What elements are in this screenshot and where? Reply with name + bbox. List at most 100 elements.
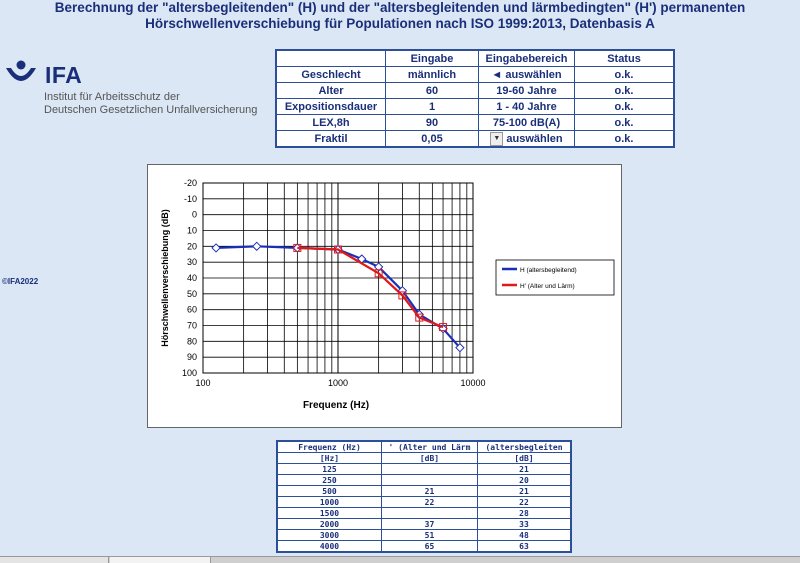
y-tick-label: 20 — [187, 241, 197, 251]
output-cell: 21 — [477, 463, 572, 475]
input-header-label — [275, 49, 386, 67]
y-axis-ticks: -20 -10 0 10 20 30 40 50 60 70 80 90 100 — [182, 178, 197, 378]
output-cell: 1500 — [276, 507, 382, 519]
input-header-row: Eingabe Eingabebereich Status — [275, 49, 675, 67]
output-cell: 500 — [276, 485, 382, 497]
data-point-h-prime — [374, 269, 383, 278]
input-row-lex: LEX,8h 90 75-100 dB(A) o.k. — [275, 114, 675, 131]
output-cell: 2000 — [276, 518, 382, 530]
data-point-h-prime — [293, 243, 302, 252]
output-cell: 20 — [477, 474, 572, 486]
output-header-row: Frequenz (Hz) ' (Alter und Lärm (altersb… — [276, 440, 572, 453]
input-row-expositionsdauer: Expositionsdauer 1 1 - 40 Jahre o.k. — [275, 98, 675, 115]
input-row-alter: Alter 60 19-60 Jahre o.k. — [275, 82, 675, 99]
x-tick-label: 1000 — [328, 378, 348, 388]
y-tick-label: 10 — [187, 226, 197, 236]
x-tick-label: 10000 — [460, 378, 485, 388]
output-row: 1000 22 22 — [276, 496, 572, 508]
y-tick-label: 0 — [192, 210, 197, 220]
x-tick-label: 100 — [195, 378, 210, 388]
input-label: Alter — [275, 82, 386, 99]
output-row: 500 21 21 — [276, 485, 572, 497]
y-tick-label: 50 — [187, 289, 197, 299]
output-row: 3000 51 48 — [276, 529, 572, 541]
input-header-status: Status — [574, 49, 675, 67]
output-cell — [381, 507, 478, 519]
output-cell: 3000 — [276, 529, 382, 541]
institute-line-2: Deutschen Gesetzlichen Unfallversicherun… — [44, 104, 258, 116]
input-label: Fraktil — [275, 130, 386, 148]
output-unit: [Hz] — [276, 452, 382, 464]
input-status: o.k. — [574, 114, 675, 131]
output-cell: 250 — [276, 474, 382, 486]
output-row: 4000 65 63 — [276, 540, 572, 553]
gender-select[interactable]: männlich — [385, 66, 479, 83]
output-row: 125 21 — [276, 463, 572, 475]
y-tick-label: -10 — [184, 194, 197, 204]
input-row-geschlecht: Geschlecht männlich ◄ auswählen o.k. — [275, 66, 675, 83]
fraktil-select[interactable]: 0,05 — [385, 130, 479, 148]
output-header-freq: Frequenz (Hz) — [276, 440, 382, 453]
logo-name: IFA — [45, 62, 83, 88]
legend-label-h-prime: H' (Alter und Lärm) — [520, 283, 575, 290]
ifa-logo-icon — [6, 60, 36, 81]
sheet-tab[interactable] — [0, 557, 109, 563]
output-cell: 21 — [477, 485, 572, 497]
y-tick-label: 100 — [182, 368, 197, 378]
output-cell: 28 — [477, 507, 572, 519]
x-axis-ticks: 100 1000 10000 — [195, 378, 485, 388]
y-tick-label: 70 — [187, 321, 197, 331]
output-cell: 1000 — [276, 496, 382, 508]
sheet-tab-active[interactable] — [110, 557, 211, 563]
output-rows: 125 21 250 20 500 21 21 1000 22 22 1500 28 2000 37 33 3… — [276, 463, 572, 553]
title-line-2: Hörschwellenverschiebung für Populatione… — [145, 16, 655, 31]
output-units-row: [Hz] [dB] [dB] — [276, 452, 572, 464]
data-point-h — [252, 241, 262, 252]
input-header-value: Eingabe — [385, 49, 479, 67]
age-input[interactable]: 60 — [385, 82, 479, 99]
output-cell — [381, 474, 478, 486]
chart-legend: H (altersbegleitend) H' (Alter und Lärm) — [495, 259, 615, 296]
data-point-h-prime — [439, 323, 448, 332]
fraktil-dropdown[interactable]: ▼ auswählen — [478, 130, 575, 148]
page-title: Berechnung der "altersbegleitenden" (H) … — [0, 0, 800, 32]
fraktil-dropdown-label: auswählen — [506, 132, 563, 145]
input-range: 1 - 40 Jahre — [478, 98, 575, 115]
output-cell — [381, 463, 478, 475]
output-cell: 22 — [477, 496, 572, 508]
chart-series — [211, 241, 465, 353]
institute-line-1: Institut für Arbeitsschutz der — [44, 91, 180, 103]
input-label: LEX,8h — [275, 114, 386, 131]
y-tick-label: 90 — [187, 352, 197, 362]
plot-frame — [202, 182, 474, 374]
input-label: Expositionsdauer — [275, 98, 386, 115]
y-tick-label: 30 — [187, 257, 197, 267]
output-row: 1500 28 — [276, 507, 572, 519]
dropdown-arrow-icon[interactable]: ▼ — [490, 131, 504, 146]
output-row: 250 20 — [276, 474, 572, 486]
legend-label-h: H (altersbegleitend) — [520, 267, 577, 274]
chart-grid — [202, 182, 474, 374]
exposure-duration-input[interactable]: 1 — [385, 98, 479, 115]
chart-svg: -20 -10 0 10 20 30 40 50 60 70 80 90 100 100 1000 1000… — [160, 178, 615, 411]
output-cell: 4000 — [276, 540, 382, 553]
lex-input[interactable]: 90 — [385, 114, 479, 131]
input-range: 75-100 dB(A) — [478, 114, 575, 131]
output-header-hprime: ' (Alter und Lärm — [381, 440, 478, 453]
data-point-h — [211, 243, 221, 253]
copyright-note: ©IFA2022 — [2, 277, 39, 286]
output-cell: 22 — [381, 496, 478, 508]
input-header-range: Eingabebereich — [478, 49, 575, 67]
sheet-tab-bar — [0, 556, 800, 563]
output-cell: 65 — [381, 540, 478, 553]
input-status: o.k. — [574, 98, 675, 115]
output-cell: 125 — [276, 463, 382, 475]
output-cell: 51 — [381, 529, 478, 541]
data-point-h — [455, 342, 465, 353]
y-tick-label: 40 — [187, 273, 197, 283]
chart-container: -20 -10 0 10 20 30 40 50 60 70 80 90 100 100 1000 1000… — [147, 164, 622, 428]
gender-select-hint[interactable]: ◄ auswählen — [478, 66, 575, 83]
data-point-h — [373, 262, 384, 272]
input-row-fraktil: Fraktil 0,05 ▼ auswählen o.k. — [275, 130, 675, 148]
y-axis-label: Hörschwellenverschiebung (dB) — [160, 209, 170, 347]
